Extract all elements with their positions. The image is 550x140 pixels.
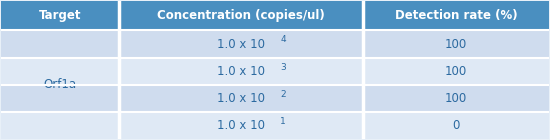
Text: Detection rate (%): Detection rate (%) [395,9,518,22]
Text: 100: 100 [445,38,467,51]
Bar [119,31,363,58]
Bar [1,85,119,112]
Bar [363,112,549,139]
Bar [119,85,363,112]
Bar [1,58,119,85]
Bar [119,1,363,31]
Bar [363,85,549,112]
Text: 1.0 x 10: 1.0 x 10 [217,38,265,51]
Bar [1,31,119,58]
Bar [363,31,549,58]
Text: 2: 2 [280,90,286,99]
Bar [363,1,549,31]
Text: 100: 100 [445,92,467,105]
Bar [363,58,549,85]
Text: 1.0 x 10: 1.0 x 10 [217,65,265,78]
Bar [119,58,363,85]
Text: Orf1a: Orf1a [43,78,76,91]
Bar [119,112,363,139]
Text: 1: 1 [280,117,286,126]
Text: Concentration (copies/ul): Concentration (copies/ul) [157,9,324,22]
Text: 0: 0 [452,119,460,132]
Text: 4: 4 [280,35,286,44]
Text: 3: 3 [280,63,286,72]
Bar [1,1,119,31]
Bar [1,112,119,139]
Text: 1.0 x 10: 1.0 x 10 [217,119,265,132]
Text: Target: Target [39,9,81,22]
Text: 100: 100 [445,65,467,78]
Text: 1.0 x 10: 1.0 x 10 [217,92,265,105]
